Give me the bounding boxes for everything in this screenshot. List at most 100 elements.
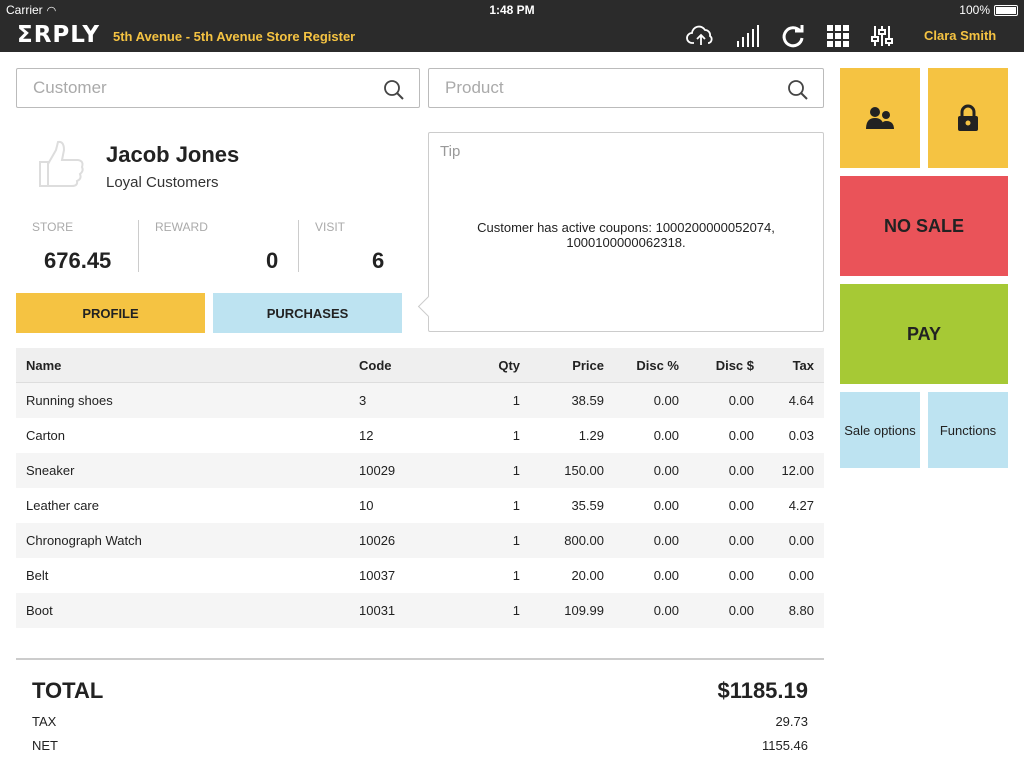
item-price: 1.29 [578, 428, 604, 443]
tax-label: TAX [32, 714, 57, 729]
profile-button[interactable]: PROFILE [16, 293, 205, 333]
erply-logo: ΣRPLY [17, 22, 101, 48]
item-tax: 0.00 [788, 533, 814, 548]
item-disc-pct: 0.00 [653, 463, 679, 478]
item-qty: 1 [512, 393, 520, 408]
col-tax: Tax [792, 358, 814, 373]
tip-panel: Tip Customer has active coupons: 1000200… [428, 132, 824, 332]
item-qty: 1 [512, 498, 520, 513]
functions-button[interactable]: Functions [928, 392, 1008, 468]
clock: 1:48 PM [489, 3, 535, 17]
sale-items-table: Name Code Qty Price Disc % Disc $ Tax Ru… [16, 348, 824, 628]
customer-search-input[interactable] [17, 69, 419, 107]
item-price: 109.99 [564, 603, 604, 618]
stat-divider [298, 220, 299, 272]
thumbs-up-icon [34, 138, 86, 190]
table-row[interactable]: Belt 10037 1 20.00 0.00 0.00 0.00 [16, 558, 824, 593]
item-price: 35.59 [571, 498, 604, 513]
status-bar: Carrier ◠ 1:48 PM 100% [0, 0, 1024, 20]
current-user-name[interactable]: Clara Smith [924, 28, 997, 43]
item-tax: 4.64 [788, 393, 814, 408]
item-disc-pct: 0.00 [653, 498, 679, 513]
table-row[interactable]: Running shoes 3 1 38.59 0.00 0.00 4.64 [16, 383, 824, 418]
item-disc-pct: 0.00 [653, 603, 679, 618]
no-sale-button[interactable]: NO SALE [840, 176, 1008, 276]
item-code: 12 [359, 428, 374, 443]
item-code: 3 [359, 393, 367, 408]
refresh-icon[interactable] [780, 23, 810, 49]
table-header: Name Code Qty Price Disc % Disc $ Tax [16, 348, 824, 383]
table-row[interactable]: Carton 12 1 1.29 0.00 0.00 0.03 [16, 418, 824, 453]
store-register-title: 5th Avenue - 5th Avenue Store Register [113, 29, 356, 44]
reward-value: 0 [266, 248, 279, 273]
item-disc-pct: 0.00 [653, 393, 679, 408]
item-tax: 4.27 [788, 498, 814, 513]
table-row[interactable]: Chronograph Watch 10026 1 800.00 0.00 0.… [16, 523, 824, 558]
carrier-label: Carrier ◠ [6, 3, 57, 17]
cloud-upload-icon[interactable] [686, 23, 716, 49]
reward-label: REWARD [155, 220, 208, 234]
item-qty: 1 [512, 568, 520, 583]
item-name: Chronograph Watch [26, 533, 142, 548]
store-credit-value: 676.45 [44, 248, 112, 273]
item-name: Running shoes [26, 393, 113, 408]
item-price: 38.59 [571, 393, 604, 408]
total-value: $1185.19 [717, 678, 808, 703]
item-disc-amt: 0.00 [728, 393, 754, 408]
customer-group: Loyal Customers [106, 174, 219, 191]
customer-search [16, 68, 420, 108]
search-icon[interactable] [787, 79, 809, 101]
net-value: 1155.46 [761, 738, 808, 753]
col-qty: Qty [498, 358, 520, 373]
grid-icon[interactable] [826, 23, 856, 49]
table-row[interactable]: Boot 10031 1 109.99 0.00 0.00 8.80 [16, 593, 824, 628]
item-disc-amt: 0.00 [728, 603, 754, 618]
item-tax: 0.03 [788, 428, 814, 443]
col-name: Name [26, 358, 62, 373]
item-qty: 1 [512, 533, 520, 548]
product-search [428, 68, 824, 108]
item-tax: 0.00 [788, 568, 814, 583]
item-code: 10026 [359, 533, 396, 548]
item-code: 10037 [359, 568, 396, 583]
item-code: 10031 [359, 603, 396, 618]
sale-options-button[interactable]: Sale options [840, 392, 920, 468]
wifi-icon: ◠ [46, 5, 57, 17]
app-header: ΣRPLY 5th Avenue - 5th Avenue Store Regi… [0, 20, 1024, 52]
totals-divider [16, 658, 824, 660]
customer-button[interactable] [840, 68, 920, 168]
tax-value: 29.73 [775, 714, 808, 729]
product-search-input[interactable] [429, 69, 823, 107]
item-name: Belt [26, 568, 49, 583]
item-name: Leather care [26, 498, 99, 513]
item-disc-pct: 0.00 [653, 568, 679, 583]
customer-name: Jacob Jones [106, 142, 240, 167]
item-tax: 12.00 [781, 463, 814, 478]
item-price: 20.00 [571, 568, 604, 583]
lock-button[interactable] [928, 68, 1008, 168]
battery-icon [994, 5, 1018, 16]
pay-button[interactable]: PAY [840, 284, 1008, 384]
item-qty: 1 [512, 603, 520, 618]
item-name: Boot [26, 603, 53, 618]
item-tax: 8.80 [788, 603, 814, 618]
purchases-button[interactable]: PURCHASES [213, 293, 402, 333]
item-disc-amt: 0.00 [728, 463, 754, 478]
col-code: Code [359, 358, 392, 373]
settings-sliders-icon[interactable] [870, 23, 900, 49]
store-credit-label: STORE [32, 220, 74, 234]
total-label: TOTAL [32, 678, 104, 703]
item-code: 10029 [359, 463, 396, 478]
visit-label: VISIT [315, 220, 346, 234]
table-row[interactable]: Sneaker 10029 1 150.00 0.00 0.00 12.00 [16, 453, 824, 488]
users-icon [840, 105, 920, 131]
table-row[interactable]: Leather care 10 1 35.59 0.00 0.00 4.27 [16, 488, 824, 523]
item-price: 800.00 [564, 533, 604, 548]
tip-message: Customer has active coupons: 10002000000… [477, 220, 775, 250]
search-icon[interactable] [383, 79, 405, 101]
item-code: 10 [359, 498, 374, 513]
signal-icon[interactable] [735, 23, 765, 49]
col-price: Price [572, 358, 604, 373]
col-disc-amt: Disc $ [715, 358, 754, 373]
stat-divider [138, 220, 139, 272]
